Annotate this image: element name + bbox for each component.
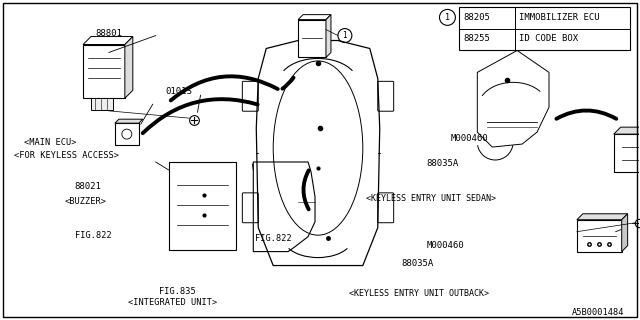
Text: 88021: 88021 [75,182,102,191]
Bar [169,162,236,250]
Polygon shape [125,36,133,98]
Text: <BUZZER>: <BUZZER> [65,197,107,206]
Text: ID CODE BOX: ID CODE BOX [519,34,578,44]
Bar [459,7,630,50]
Text: <FOR KEYLESS ACCESS>: <FOR KEYLESS ACCESS> [14,151,119,160]
Text: <KEYLESS ENTRY UNIT SEDAN>: <KEYLESS ENTRY UNIT SEDAN> [366,194,496,204]
FancyBboxPatch shape [243,193,259,223]
Text: 88035A: 88035A [426,159,459,168]
Text: 88255: 88255 [463,34,490,44]
Text: <KEYLESS ENTRY UNIT OUTBACK>: <KEYLESS ENTRY UNIT OUTBACK> [349,289,489,298]
Text: <MAIN ECU>: <MAIN ECU> [24,138,76,147]
Polygon shape [91,98,113,110]
Text: A5B0001484: A5B0001484 [572,308,625,317]
Text: <INTEGRATED UNIT>: <INTEGRATED UNIT> [127,298,217,307]
Bar [83,44,125,98]
Bar [298,20,326,58]
Text: 1: 1 [445,13,450,22]
Text: FIG.835: FIG.835 [159,287,196,296]
Text: FIG.822: FIG.822 [75,231,111,240]
FancyBboxPatch shape [378,81,394,111]
Polygon shape [621,214,628,252]
Text: 0101S: 0101S [166,87,193,96]
Bar [614,134,640,172]
Text: M000460: M000460 [427,241,465,250]
FancyBboxPatch shape [378,193,394,223]
Text: 88205: 88205 [463,13,490,22]
Text: 1: 1 [342,31,348,40]
Polygon shape [614,127,640,134]
Polygon shape [115,119,143,123]
Polygon shape [326,15,331,58]
Polygon shape [577,214,628,220]
Text: 88801: 88801 [96,29,123,38]
FancyBboxPatch shape [243,81,259,111]
Text: 88035A: 88035A [401,259,434,268]
Text: IMMOBILIZER ECU: IMMOBILIZER ECU [519,13,600,22]
Text: M000460: M000460 [451,134,488,143]
Bar [115,123,139,145]
Text: FIG.822: FIG.822 [255,234,292,243]
Bar [577,220,621,252]
